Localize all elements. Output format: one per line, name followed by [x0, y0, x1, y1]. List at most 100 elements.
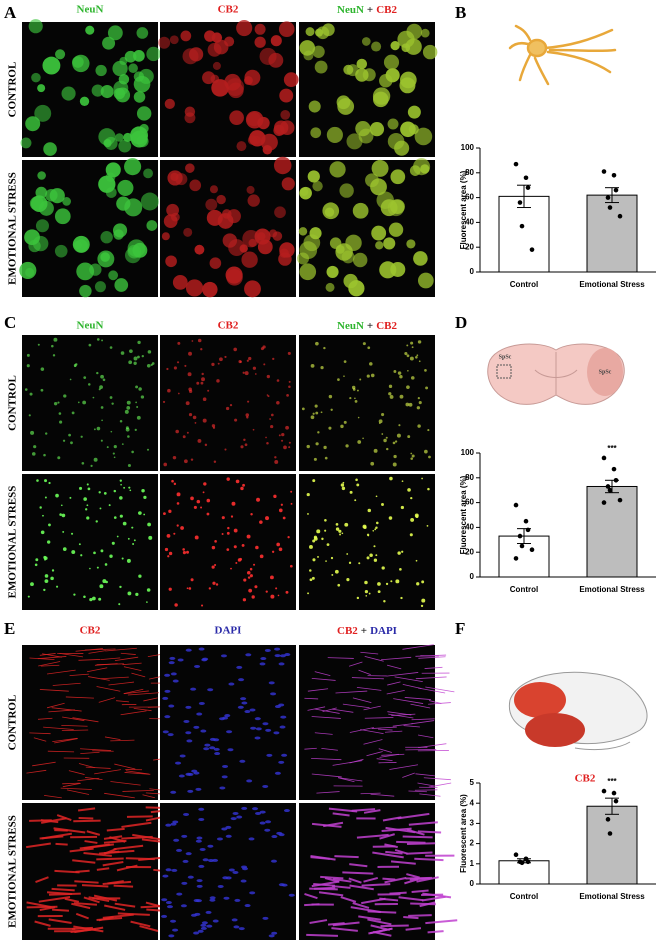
panel-letter: C [4, 313, 16, 332]
cell [71, 533, 73, 535]
panel-letter: E [4, 619, 15, 638]
nucleus [249, 837, 255, 840]
cell [322, 202, 339, 219]
nucleus [194, 913, 200, 916]
cell [101, 549, 104, 552]
cell [389, 516, 393, 520]
nucleus [231, 817, 237, 820]
cell [364, 581, 368, 585]
cell [359, 129, 374, 144]
cell [381, 433, 383, 435]
cell [423, 45, 437, 59]
cell [72, 56, 84, 68]
data-point [514, 852, 519, 857]
cell [328, 427, 331, 430]
cell [288, 352, 291, 355]
cell [355, 400, 358, 403]
cell [127, 435, 130, 438]
cell [204, 30, 215, 41]
cell [409, 124, 419, 134]
fiber [52, 910, 69, 911]
cell [167, 555, 169, 557]
cell [227, 532, 230, 535]
cell [421, 599, 425, 603]
y-tick-label: 100 [461, 143, 475, 152]
nucleus [191, 770, 197, 773]
cell [194, 245, 204, 255]
cell [405, 38, 421, 54]
cell [135, 385, 138, 388]
cell [224, 356, 226, 358]
nucleus [168, 934, 174, 937]
nucleus [280, 716, 286, 719]
cell [188, 352, 192, 356]
cell [100, 231, 112, 243]
cell [243, 578, 246, 581]
micrograph [299, 335, 435, 471]
cell [417, 406, 420, 409]
cell [55, 245, 68, 258]
data-point [602, 169, 607, 174]
cell [372, 530, 374, 532]
cell [121, 351, 125, 355]
nucleus [166, 868, 172, 871]
cell [410, 453, 412, 455]
nucleus [198, 808, 204, 811]
nucleus [200, 730, 206, 733]
fiber [79, 818, 94, 819]
cell [101, 406, 104, 409]
cell [406, 344, 408, 346]
nucleus [186, 852, 192, 855]
nucleus [185, 706, 191, 709]
cell [188, 372, 192, 376]
significance: *** [607, 444, 617, 453]
cell [353, 203, 369, 219]
cell [170, 173, 178, 181]
cell [367, 556, 370, 559]
cell [53, 354, 55, 356]
fiber [27, 907, 58, 908]
cell [368, 509, 371, 512]
cell [401, 506, 404, 509]
cell [279, 509, 283, 513]
cell [367, 374, 370, 377]
cell [224, 448, 226, 450]
cell [248, 589, 252, 593]
nucleus [210, 896, 216, 899]
cell [169, 588, 172, 591]
cell [271, 35, 282, 46]
cell [340, 425, 343, 428]
nucleus [241, 807, 247, 810]
cell [103, 378, 106, 381]
nucleus [241, 865, 247, 868]
cell [243, 372, 245, 374]
cell [373, 545, 375, 547]
cell [101, 420, 103, 422]
cell [337, 584, 340, 587]
cell [243, 439, 245, 441]
cell [59, 421, 62, 424]
column-header: NeuN [77, 320, 104, 332]
column-header-part: + [367, 4, 373, 16]
y-tick-label: 0 [470, 879, 475, 888]
column-header-part: CB2 [376, 320, 397, 332]
cell [79, 487, 82, 490]
data-point [618, 214, 623, 219]
cell [83, 497, 87, 501]
nucleus [179, 774, 185, 777]
cell [94, 428, 96, 430]
nucleus [279, 833, 285, 836]
cell [182, 548, 185, 551]
nucleus [181, 904, 187, 907]
cell [207, 513, 210, 516]
cell [324, 530, 326, 532]
cell [101, 440, 103, 442]
cell [183, 435, 186, 438]
data-point [518, 200, 523, 205]
cell [288, 446, 290, 448]
cell [99, 491, 101, 493]
cell [383, 237, 395, 249]
cell [413, 251, 428, 266]
cell [363, 342, 366, 345]
column-header-part: CB2 [376, 4, 397, 16]
